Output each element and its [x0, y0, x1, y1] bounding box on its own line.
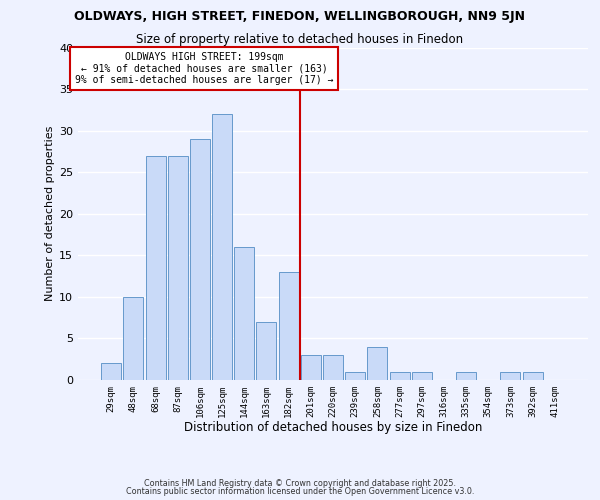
Bar [456, 372, 476, 380]
X-axis label: Distribution of detached houses by size in Finedon: Distribution of detached houses by size … [184, 422, 482, 434]
Bar [278, 272, 299, 380]
Text: Contains public sector information licensed under the Open Government Licence v3: Contains public sector information licen… [126, 487, 474, 496]
Bar [500, 372, 520, 380]
Bar [212, 114, 232, 380]
Bar [323, 355, 343, 380]
Bar [190, 139, 210, 380]
Bar [301, 355, 321, 380]
Bar [389, 372, 410, 380]
Bar [124, 297, 143, 380]
Text: Size of property relative to detached houses in Finedon: Size of property relative to detached ho… [136, 32, 464, 46]
Bar [168, 156, 188, 380]
Bar [345, 372, 365, 380]
Bar [146, 156, 166, 380]
Bar [101, 364, 121, 380]
Bar [234, 247, 254, 380]
Bar [367, 347, 388, 380]
Text: OLDWAYS, HIGH STREET, FINEDON, WELLINGBOROUGH, NN9 5JN: OLDWAYS, HIGH STREET, FINEDON, WELLINGBO… [74, 10, 526, 23]
Bar [412, 372, 432, 380]
Bar [523, 372, 542, 380]
Bar [256, 322, 277, 380]
Text: Contains HM Land Registry data © Crown copyright and database right 2025.: Contains HM Land Registry data © Crown c… [144, 478, 456, 488]
Text: OLDWAYS HIGH STREET: 199sqm
← 91% of detached houses are smaller (163)
9% of sem: OLDWAYS HIGH STREET: 199sqm ← 91% of det… [75, 52, 334, 85]
Y-axis label: Number of detached properties: Number of detached properties [45, 126, 55, 302]
